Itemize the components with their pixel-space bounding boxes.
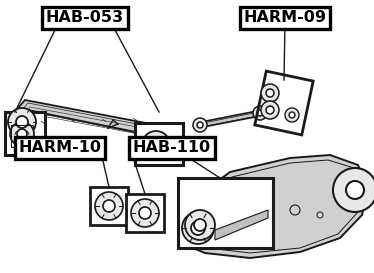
Text: HARM-09: HARM-09 <box>243 10 327 25</box>
Circle shape <box>261 84 279 102</box>
Circle shape <box>17 129 27 139</box>
Polygon shape <box>215 210 268 240</box>
Circle shape <box>346 181 364 199</box>
Circle shape <box>289 112 295 118</box>
Circle shape <box>253 106 267 120</box>
Circle shape <box>257 110 263 116</box>
Bar <box>135 123 183 165</box>
Circle shape <box>185 210 215 240</box>
Bar <box>178 178 273 248</box>
Circle shape <box>261 101 279 119</box>
Circle shape <box>8 108 36 136</box>
Circle shape <box>266 89 274 97</box>
Text: HAB-053: HAB-053 <box>46 10 124 25</box>
Bar <box>126 194 164 232</box>
Polygon shape <box>18 100 172 138</box>
Circle shape <box>156 140 172 156</box>
Circle shape <box>191 221 205 235</box>
Circle shape <box>197 122 203 128</box>
Bar <box>11 125 33 147</box>
Circle shape <box>193 118 207 132</box>
Bar <box>5 112 45 155</box>
Circle shape <box>10 122 34 146</box>
Circle shape <box>333 168 374 212</box>
Circle shape <box>266 106 274 114</box>
Text: HAB-110: HAB-110 <box>133 141 211 156</box>
Circle shape <box>160 144 168 152</box>
Circle shape <box>194 219 206 231</box>
Circle shape <box>131 199 159 227</box>
Circle shape <box>285 108 299 122</box>
Circle shape <box>139 207 151 219</box>
Circle shape <box>103 200 115 212</box>
Polygon shape <box>178 155 368 258</box>
Circle shape <box>95 192 123 220</box>
Polygon shape <box>198 110 262 128</box>
Circle shape <box>182 212 214 244</box>
Bar <box>90 187 128 225</box>
Text: HARM-10: HARM-10 <box>18 141 101 156</box>
Circle shape <box>142 131 170 159</box>
Circle shape <box>150 139 162 151</box>
Circle shape <box>16 116 28 128</box>
